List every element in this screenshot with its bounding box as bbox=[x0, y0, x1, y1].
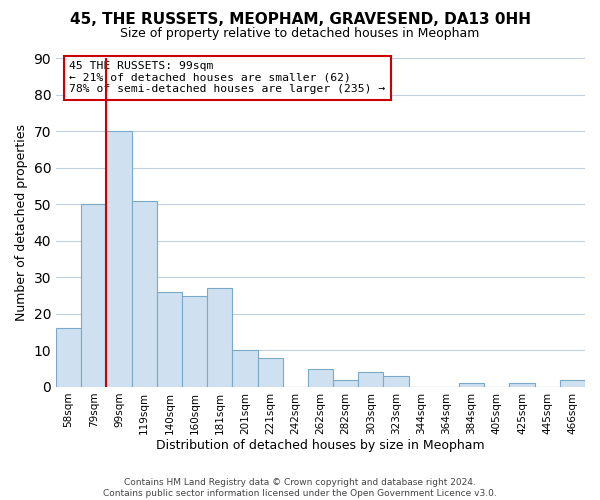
Bar bbox=[383, 376, 409, 387]
Bar bbox=[459, 384, 484, 387]
Text: 45, THE RUSSETS, MEOPHAM, GRAVESEND, DA13 0HH: 45, THE RUSSETS, MEOPHAM, GRAVESEND, DA1… bbox=[70, 12, 530, 28]
Bar bbox=[56, 328, 81, 387]
Text: Size of property relative to detached houses in Meopham: Size of property relative to detached ho… bbox=[121, 28, 479, 40]
X-axis label: Distribution of detached houses by size in Meopham: Distribution of detached houses by size … bbox=[156, 440, 485, 452]
Bar bbox=[182, 296, 207, 387]
Bar bbox=[333, 380, 358, 387]
Bar bbox=[509, 384, 535, 387]
Bar bbox=[81, 204, 106, 387]
Bar bbox=[131, 200, 157, 387]
Bar bbox=[106, 131, 131, 387]
Bar bbox=[257, 358, 283, 387]
Text: Contains HM Land Registry data © Crown copyright and database right 2024.
Contai: Contains HM Land Registry data © Crown c… bbox=[103, 478, 497, 498]
Bar bbox=[207, 288, 232, 387]
Y-axis label: Number of detached properties: Number of detached properties bbox=[15, 124, 28, 321]
Text: 45 THE RUSSETS: 99sqm
← 21% of detached houses are smaller (62)
78% of semi-deta: 45 THE RUSSETS: 99sqm ← 21% of detached … bbox=[69, 62, 386, 94]
Bar bbox=[308, 368, 333, 387]
Bar bbox=[157, 292, 182, 387]
Bar bbox=[232, 350, 257, 387]
Bar bbox=[560, 380, 585, 387]
Bar bbox=[358, 372, 383, 387]
